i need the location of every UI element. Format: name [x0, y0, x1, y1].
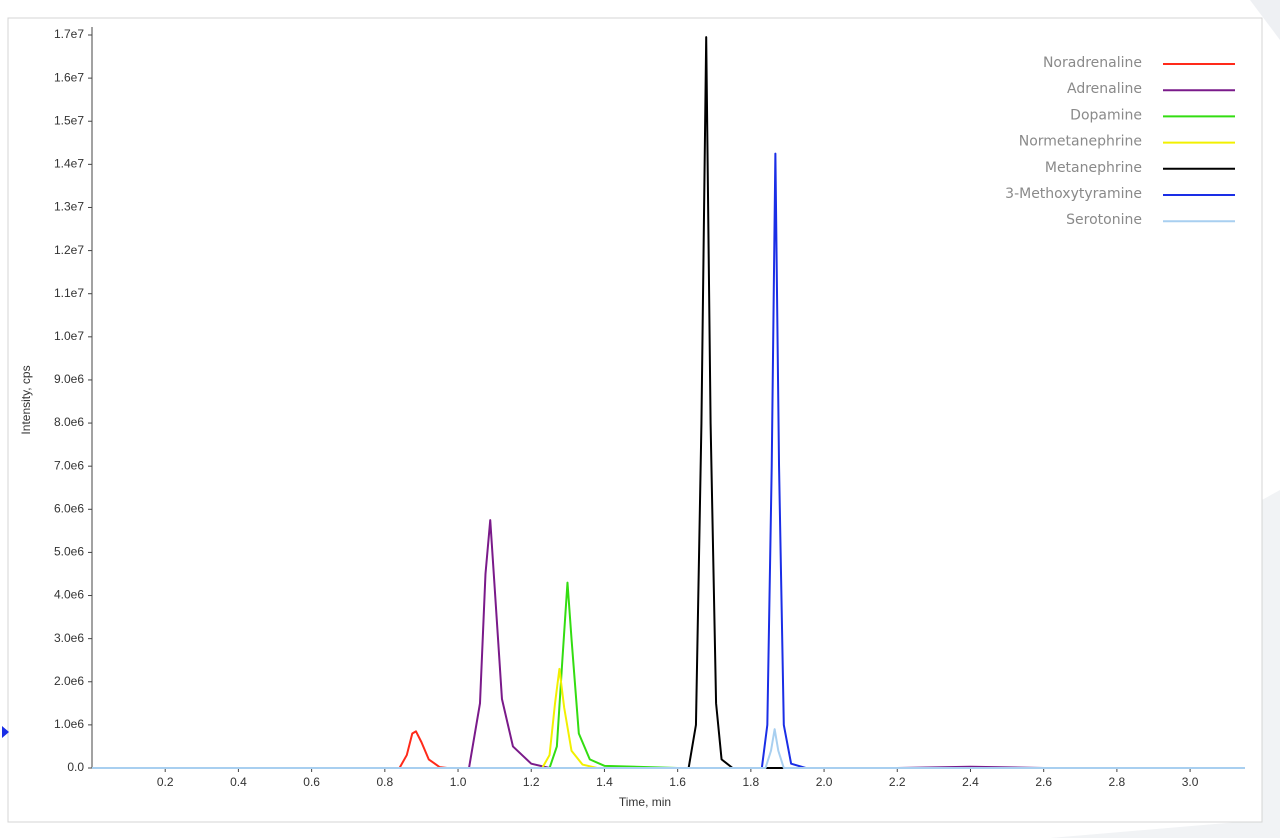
- x-tick-label: 2.2: [889, 775, 906, 789]
- y-tick-label: 1.0e7: [54, 329, 84, 343]
- series-line: [92, 519, 1245, 769]
- y-tick-label: 4.0e6: [54, 588, 84, 602]
- y-tick-label: 7.0e6: [54, 458, 84, 472]
- x-tick-label: 1.8: [743, 775, 760, 789]
- x-tick-label: 3.0: [1182, 775, 1199, 789]
- legend-label: Noradrenaline: [1043, 55, 1142, 71]
- y-tick-label: 1.5e7: [54, 113, 84, 127]
- y-tick-label: 3.0e6: [54, 631, 84, 645]
- x-tick-label: 1.4: [596, 775, 613, 789]
- x-tick-label: 1.2: [523, 775, 540, 789]
- chart-frame: [7, 17, 1263, 823]
- legend-label: Serotonine: [1066, 212, 1142, 228]
- series-line: [92, 152, 1245, 769]
- y-tick-label: 1.3e7: [54, 200, 84, 214]
- x-tick-label: 0.2: [157, 775, 174, 789]
- x-tick-label: 0.8: [376, 775, 393, 789]
- y-tick-label: 8.0e6: [54, 415, 84, 429]
- x-tick-label: 1.6: [669, 775, 686, 789]
- legend-label: Metanephrine: [1045, 160, 1142, 176]
- y-tick-label: 5.0e6: [54, 545, 84, 559]
- y-tick-label: 6.0e6: [54, 501, 84, 515]
- x-axis-title: Time, min: [619, 795, 671, 809]
- marker: [2, 726, 9, 738]
- legend-label: 3-Methoxytyramine: [1005, 186, 1142, 202]
- y-tick-label: 1.1e7: [54, 286, 84, 300]
- series-line: [92, 36, 1245, 769]
- x-tick-label: 2.6: [1035, 775, 1052, 789]
- y-tick-label: 1.0e6: [54, 717, 84, 731]
- decor-corner: [1250, 0, 1280, 40]
- legend-label: Normetanephrine: [1019, 134, 1142, 150]
- legend-label: Adrenaline: [1067, 81, 1142, 97]
- x-tick-label: 2.8: [1109, 775, 1126, 789]
- legend: Noradrenaline Adrenaline Dopamine Normetane…: [1005, 55, 1235, 228]
- y-tick-label: 0.0: [67, 760, 84, 774]
- legend-label: Dopamine: [1070, 107, 1142, 123]
- x-tick-label: 0.6: [303, 775, 320, 789]
- y-tick-label: 1.7e7: [54, 27, 84, 41]
- x-tick-label: 2.0: [816, 775, 833, 789]
- y-tick-label: 1.2e7: [54, 243, 84, 257]
- series-line: [92, 667, 1245, 769]
- y-tick-label: 9.0e6: [54, 372, 84, 386]
- y-tick-label: 1.4e7: [54, 157, 84, 171]
- y-axis-title: Intensity, cps: [19, 365, 33, 434]
- x-tick-label: 2.4: [962, 775, 979, 789]
- y-tick-label: 1.6e7: [54, 70, 84, 84]
- x-tick-label: 1.0: [450, 775, 467, 789]
- y-tick-label: 2.0e6: [54, 674, 84, 688]
- series-line: [92, 728, 1245, 769]
- x-tick-label: 0.4: [230, 775, 247, 789]
- plot-area: 0.0 1.0e6 2.0e6 3.0e6 4.0e6 5.0e6 6.0e6 7.0e6 8.…: [54, 27, 1245, 789]
- series-line: [92, 581, 1245, 769]
